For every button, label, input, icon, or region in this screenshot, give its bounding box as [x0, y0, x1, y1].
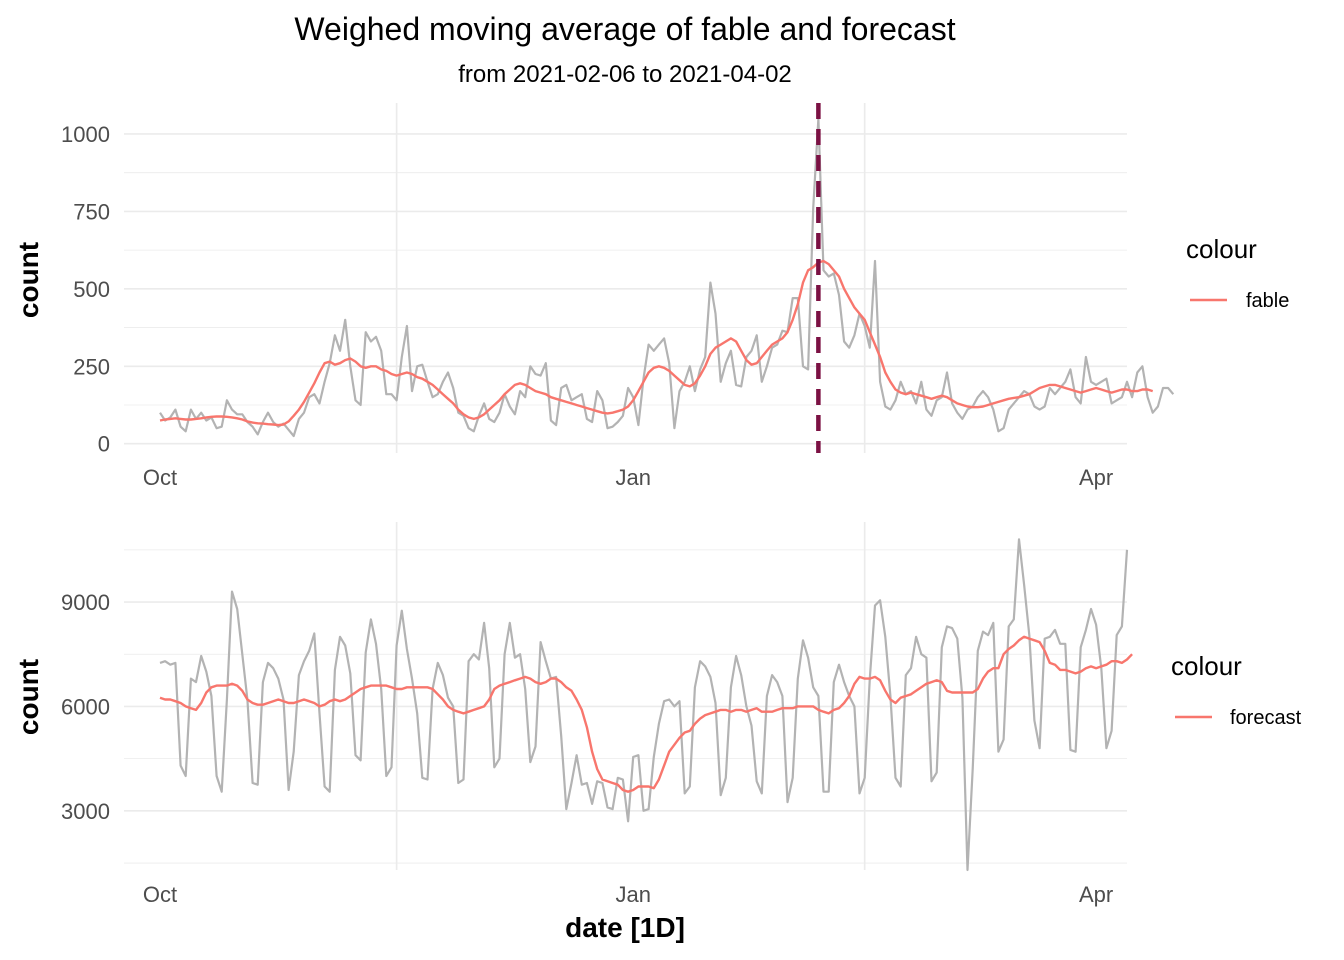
moving-average-line — [159, 259, 1154, 427]
legend: colour fable — [1186, 234, 1289, 312]
y-tick-label: 1000 — [61, 122, 110, 147]
y-tick-label: 250 — [73, 354, 110, 379]
top-panel: 0 250 500 750 1000 Oct Jan Apr count colour fable — [13, 103, 1289, 490]
y-tick-label: 0 — [98, 432, 110, 457]
y-axis-title: count — [13, 242, 44, 318]
x-tick-label: Apr — [1079, 465, 1113, 490]
legend-title: colour — [1186, 234, 1257, 264]
chart-title: Weighed moving average of fable and fore… — [294, 11, 955, 47]
x-tick-label: Oct — [143, 882, 177, 907]
y-axis-title: count — [13, 659, 44, 735]
raw-series-line — [159, 117, 1175, 438]
y-tick-label: 500 — [73, 277, 110, 302]
y-tick-label: 9000 — [61, 590, 110, 615]
x-tick-label: Jan — [615, 465, 650, 490]
x-tick-label: Jan — [615, 882, 650, 907]
raw-series-line — [159, 538, 1129, 872]
x-tick-label: Oct — [143, 465, 177, 490]
y-tick-label: 750 — [73, 199, 110, 224]
y-tick-label: 6000 — [61, 694, 110, 719]
legend-label: fable — [1246, 290, 1289, 312]
y-tick-label: 3000 — [61, 799, 110, 824]
x-axis-title: date [1D] — [565, 912, 685, 943]
moving-average-line — [159, 635, 1133, 793]
x-tick-label: Apr — [1079, 882, 1113, 907]
bottom-panel: 3000 6000 9000 Oct Jan Apr count colour forecast — [13, 522, 1302, 907]
legend-label: forecast — [1230, 707, 1302, 729]
legend-title: colour — [1171, 651, 1242, 681]
chart-subtitle: from 2021-02-06 to 2021-04-02 — [458, 61, 792, 88]
legend: colour forecast — [1171, 651, 1302, 729]
